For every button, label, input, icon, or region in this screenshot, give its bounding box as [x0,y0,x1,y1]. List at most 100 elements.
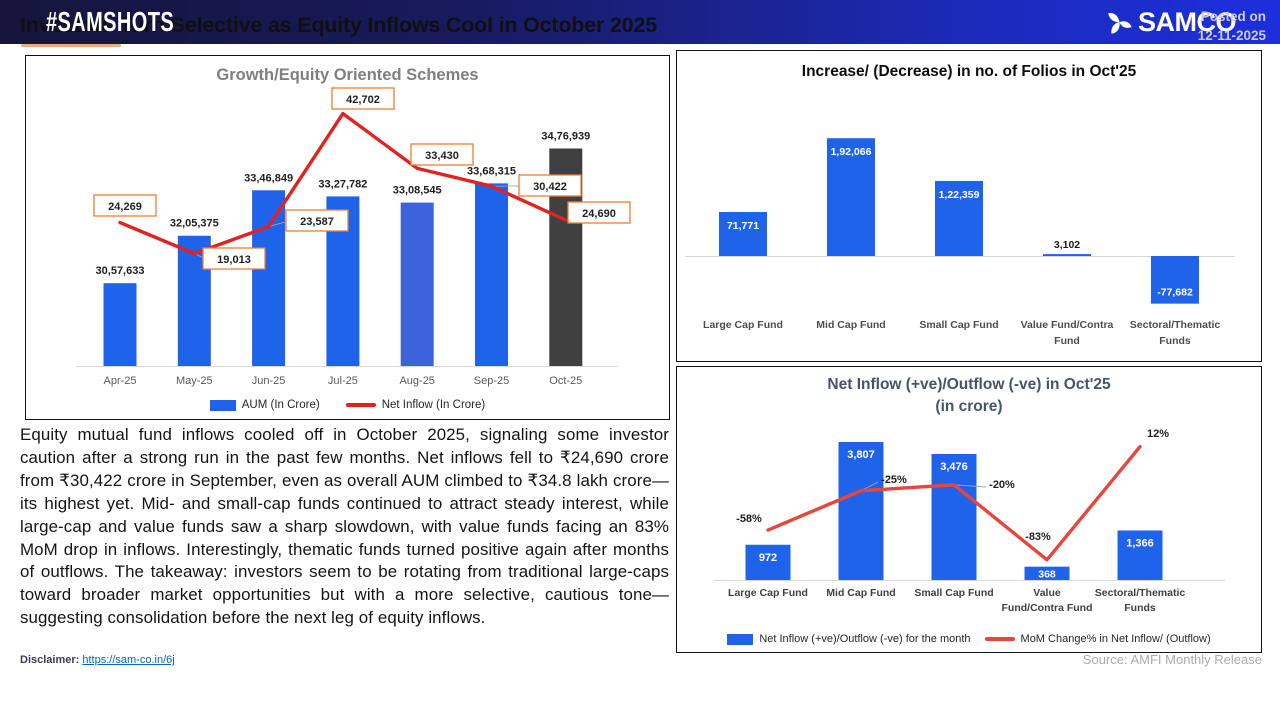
chart3-subtitle: (in crore) [935,398,1003,415]
mom-change-legend-label: MoM Change% in Net Inflow/ (Outflow) [1020,633,1211,645]
category-label: Sep-25 [474,375,509,387]
line-value-label: 33,430 [425,150,459,162]
net-inflow-month-legend-label: Net Inflow (+ve)/Outflow (-ve) for the m… [759,633,971,645]
net-inflow-value-label: 1,366 [1126,537,1154,549]
category-label: Small Cap Fund [919,319,998,331]
net-inflow-value-label: 3,807 [847,449,875,461]
mom-change-label: -58% [736,513,762,525]
aum-bar [400,202,434,366]
net-inflow-bar [1117,530,1163,580]
folio-bar [1043,254,1091,256]
folio-bar [935,180,983,256]
category-label: Fund [1054,335,1080,347]
category-label: Value [1033,587,1061,599]
category-label: Oct-25 [549,375,582,387]
aum-legend-label: AUM (In Crore) [241,399,320,411]
net-inflow-bar [931,453,977,580]
aum-bar [252,190,286,366]
category-label: Apr-25 [103,375,136,387]
folio-bar [827,138,875,256]
net-inflow-line [118,111,568,256]
category-label: Small Cap Fund [914,587,993,599]
aum-bar-value-label: 33,68,315 [467,165,516,177]
legend-item-mom-change: MoM Change% in Net Inflow/ (Outflow) [984,633,1211,645]
net-inflow-outflow-panel: Net Inflow (+ve)/Outflow (-ve) in Oct'25… [676,366,1262,653]
legend-item-net-inflow-month: Net Inflow (+ve)/Outflow (-ve) for the m… [727,633,971,645]
net-inflow-value-label: 972 [759,552,777,564]
net-inflow-value-label: 368 [1038,569,1056,581]
chart3-title: Net Inflow (+ve)/Outflow (-ve) in Oct'25 [827,376,1111,393]
footer-bar: #SAMSHOTS SAMCO [0,0,1280,44]
title-underline-accent [21,44,121,47]
net-inflow-bar [745,544,791,580]
source-note: Source: AMFI Monthly Release [1082,652,1262,667]
net-inflow-month-legend-swatch [727,633,754,645]
line-value-label-box [202,247,266,270]
commentary-paragraph: Equity mutual fund inflows cooled off in… [20,425,669,628]
line-value-label-box [285,209,349,232]
mom-change-label: -83% [1025,531,1051,543]
folios-change-chart: 71,771 Large Cap Fund 1,92,066 Mid Cap Fund… [685,138,1235,347]
label-leader [953,484,987,488]
line-value-label: 24,690 [582,208,616,220]
line-value-label-box [410,143,474,166]
category-label: Aug-25 [399,375,434,387]
samco-logo-text: SAMCO [1138,6,1237,37]
mom-change-label: 12% [1147,428,1169,440]
posted-on-date: 12-11-2025 [1197,28,1266,43]
samshots-hashtag: #SAMSHOTS [46,5,175,38]
chart3-legend: Net Inflow (+ve)/Outflow (-ve) for the m… [677,633,1261,645]
net-inflow-bar [838,441,884,580]
category-label: Value Fund/Contra [1021,319,1114,331]
line-value-label: 23,587 [300,216,334,228]
line-value-label-box [567,201,631,224]
folio-value-label: 1,92,066 [831,146,872,158]
disclaimer-link[interactable]: https://sam-co.in/6j [82,654,175,666]
mom-change-label: -25% [881,474,907,486]
aum-bar-value-label: 30,57,633 [96,265,145,277]
aum-bar-value-label: 34,76,939 [541,130,590,142]
line-value-label-box [518,174,582,197]
chart1-legend: AUM (In Crore) Net Inflow (In Crore) [26,399,669,411]
folio-value-label: -77,682 [1157,287,1193,299]
net-inflow-legend-swatch [345,403,376,407]
chart2-title: Increase/ (Decrease) in no. of Folios in… [801,63,1137,80]
aum-bar-value-label: 33,27,782 [318,178,367,190]
net-inflow-legend-label: Net Inflow (In Crore) [381,399,486,411]
line-value-label-box [93,194,157,217]
folio-value-label: 3,102 [1054,239,1080,251]
category-label: Funds [1159,335,1191,347]
chart1-title: Growth/Equity Oriented Schemes [216,66,479,84]
aum-bar [475,183,508,366]
legend-item-net-inflow: Net Inflow (In Crore) [345,399,486,411]
aum-bar [103,283,137,366]
legend-item-aum: AUM (In Crore) [209,399,320,411]
net-inflow-value-label: 3,476 [940,461,968,473]
disclaimer-label: Disclaimer: [20,654,80,666]
samco-logo: SAMCO [1104,6,1237,38]
category-label: Mid Cap Fund [826,587,895,599]
samco-logo-icon [1108,12,1132,34]
category-label: Jul-25 [328,375,358,387]
aum-legend-swatch [209,399,236,411]
mom-change-legend-swatch [984,637,1015,641]
aum-bar-value-label: 33,46,849 [244,172,293,184]
folios-change-panel: Increase/ (Decrease) in no. of Folios in… [676,50,1262,362]
category-label: Fund/Contra Fund [1002,602,1093,614]
net-inflow-bar [1024,566,1070,580]
folio-value-label: 1,22,359 [939,189,980,201]
aum-bar-value-label: 32,05,375 [170,218,219,230]
category-label: Funds [1124,602,1156,614]
line-value-label: 30,422 [533,181,567,193]
category-label: May-25 [176,375,213,387]
category-label: Large Cap Fund [728,587,808,599]
growth-equity-schemes-chart: 30,57,633 Apr-25 32,05,375 May-25 33,46,849 J… [76,87,631,387]
line-value-label: 24,269 [108,201,142,213]
page-title: Investors Turn Selective as Equity Inflo… [20,13,657,37]
mom-change-label: -20% [989,479,1015,491]
disclaimer: Disclaimer: https://sam-co.in/6j [20,654,175,666]
line-value-label: 42,702 [346,94,380,106]
folio-value-label: 71,771 [727,220,759,232]
line-value-label-box [331,87,395,110]
aum-bar-value-label: 33,08,545 [393,185,442,197]
